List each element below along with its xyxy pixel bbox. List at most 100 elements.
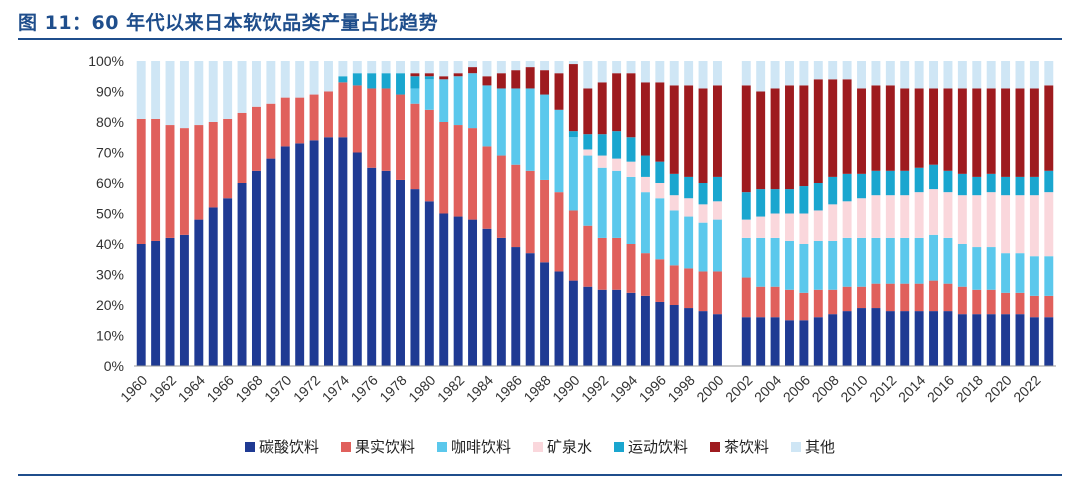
bar-segment [453, 73, 463, 77]
bar-segment [986, 88, 996, 174]
bar-segment [237, 61, 247, 113]
bar-segment [511, 164, 521, 248]
bar-segment [698, 222, 708, 272]
bar-segment [612, 131, 622, 159]
bar-segment [597, 61, 607, 83]
bar-segment [626, 137, 636, 162]
bar-segment [295, 97, 305, 144]
bar-segment [1029, 295, 1039, 318]
bar-segment [929, 61, 939, 89]
bar-segment [568, 64, 578, 132]
bar-segment [957, 88, 967, 174]
bar-segment [251, 106, 261, 171]
bar-segment [857, 88, 866, 174]
bar-segment [957, 173, 967, 196]
y-tick-label: 50% [96, 206, 124, 222]
bar-segment [813, 210, 823, 241]
bar-segment [194, 219, 204, 366]
bar-segment [698, 204, 708, 223]
bar-segment [496, 237, 506, 366]
bar-segment [957, 314, 967, 366]
bar-segment [568, 210, 578, 281]
x-tick-label: 1988 [520, 372, 553, 405]
bar-segment [309, 61, 319, 95]
bar-segment [684, 85, 694, 177]
bar-segment [857, 237, 866, 287]
bar-segment [496, 61, 506, 74]
x-tick-label: 1972 [290, 372, 323, 405]
bar-segment [540, 70, 550, 95]
bar-segment [655, 82, 665, 162]
bar-segment [338, 76, 348, 83]
bar-segment [684, 198, 694, 217]
x-tick-label: 2004 [751, 372, 784, 405]
bar-segment [871, 237, 881, 284]
bar-segment [424, 76, 434, 80]
bar-segment [410, 61, 420, 74]
bar-segment [280, 97, 290, 147]
bar-segment [280, 146, 290, 366]
bar-segment [957, 244, 967, 287]
bar-segment [612, 158, 622, 171]
bar-segment [640, 176, 650, 193]
bar-segment [799, 85, 809, 187]
bar-segment [626, 176, 636, 244]
legend-item: 茶饮料 [710, 436, 769, 457]
bar-segment [785, 61, 794, 86]
bar-segment [309, 94, 319, 141]
bar-segment [583, 88, 593, 135]
bar-segment [583, 134, 593, 150]
bar-segment [554, 271, 564, 366]
bar-segment [986, 173, 996, 193]
bar-segment [655, 259, 665, 302]
y-tick-label: 40% [96, 236, 124, 252]
bar-segment [986, 314, 996, 366]
legend-item: 果实饮料 [340, 436, 415, 457]
bar-segment [900, 237, 910, 284]
legend-label: 矿泉水 [546, 438, 592, 456]
bar-segment [785, 213, 794, 241]
x-tick-label: 2006 [780, 372, 813, 405]
bar-segment [626, 244, 636, 293]
x-tick-label: 1964 [175, 372, 208, 405]
bar-segment [842, 286, 852, 312]
stacked-bar-chart: 0%10%20%30%40%50%60%70%80%90%100% 196019… [88, 53, 1056, 405]
bar-segment [900, 88, 910, 171]
bar-segment [511, 88, 521, 165]
bar-segment [785, 189, 794, 214]
bar-segment [266, 103, 276, 159]
bar-segment [900, 170, 910, 196]
bar-segment [828, 314, 838, 366]
bar-segment [799, 292, 809, 321]
x-tick-label: 1990 [549, 372, 582, 405]
legend-swatch [340, 441, 351, 452]
x-tick-label: 1976 [348, 372, 381, 405]
bar-segment [986, 289, 996, 315]
bar-segment [597, 155, 607, 168]
bar-segment [842, 237, 852, 287]
bar-segment [770, 61, 780, 89]
bar-segment [583, 149, 593, 156]
bar-segment [554, 73, 564, 110]
bar-segment [900, 195, 910, 238]
bar-segment [900, 283, 910, 312]
bar-segment [842, 61, 852, 80]
bar-segment [756, 91, 766, 190]
bar-segment [266, 158, 276, 366]
bar-segment [712, 201, 722, 220]
bar-segment [396, 73, 405, 95]
y-tick-label: 60% [96, 175, 124, 191]
y-tick-label: 70% [96, 145, 124, 161]
bar-segment [655, 161, 665, 183]
bar-segment [626, 292, 636, 366]
bar-segment [525, 170, 535, 254]
bar-segment [871, 61, 881, 86]
bar-segment [482, 146, 492, 229]
x-tick-label: 1980 [405, 372, 438, 405]
bar-segment [468, 67, 478, 74]
bar-segment [151, 61, 161, 119]
bar-segment [640, 82, 650, 156]
bar-segment [453, 76, 463, 126]
y-tick-label: 100% [88, 53, 124, 69]
x-tick-label: 1968 [232, 372, 265, 405]
